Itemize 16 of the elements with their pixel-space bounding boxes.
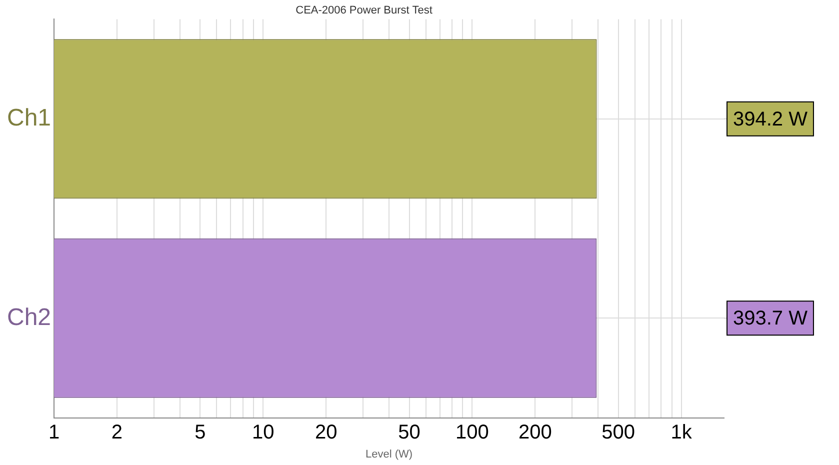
x-tick-label: 200	[518, 421, 552, 444]
data-label: 394.2 W	[733, 108, 808, 130]
x-tick-label: 1	[48, 421, 60, 444]
x-tick-label: 100	[456, 421, 489, 444]
data-label: 393.7 W	[733, 308, 808, 330]
y-tick-label: Ch1	[6, 104, 52, 132]
x-tick-label: 20	[314, 421, 338, 444]
x-tick-label: 2	[111, 421, 123, 444]
x-tick-label: 1k	[670, 421, 693, 444]
x-axis-title: Level (W)	[365, 448, 413, 460]
x-tick-label: 500	[602, 421, 636, 444]
x-tick-label: 5	[194, 421, 206, 444]
x-tick-label: 10	[252, 421, 274, 444]
x-tick-label: 50	[398, 421, 420, 444]
y-tick-label: Ch2	[6, 304, 52, 331]
chart-title: CEA-2006 Power Burst Test	[296, 4, 432, 17]
